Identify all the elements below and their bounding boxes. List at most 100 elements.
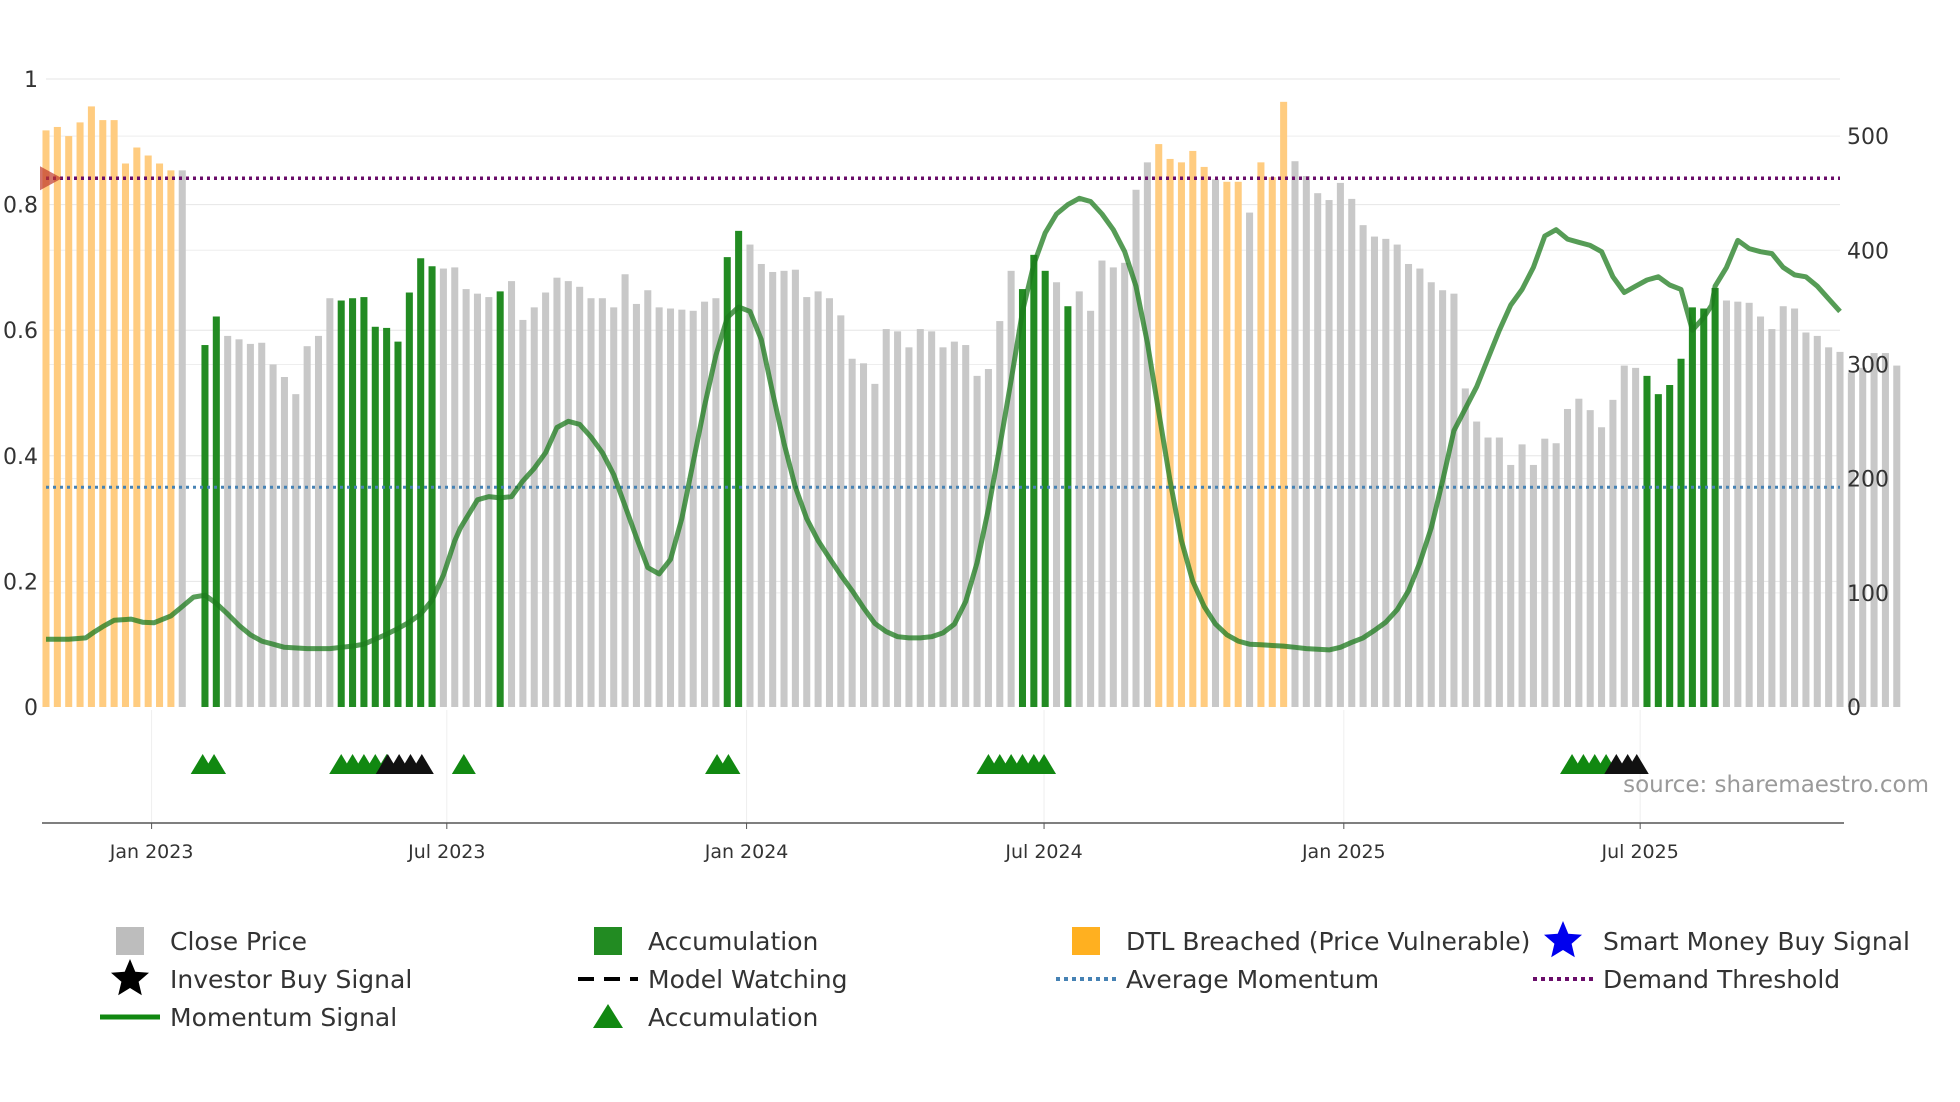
left-tick-label-0: 0 [24, 696, 38, 721]
accumulation-bar-88 [1041, 270, 1049, 707]
right-tick-label-3: 300 [1847, 353, 1889, 378]
source-label: source: sharemaestro.com [1623, 772, 1929, 798]
close-price-bar-111 [1302, 176, 1310, 707]
legend-label-2: DTL Breached (Price Vulnerable) [1126, 927, 1530, 956]
close-price-bar-96 [1132, 189, 1140, 708]
accumulation-bar-145 [1688, 307, 1696, 707]
legend-item-9: Accumulation [593, 1003, 818, 1032]
accumulation-bar-27 [349, 298, 357, 707]
dtl-bar-99 [1166, 158, 1174, 708]
close-price-bar-17 [235, 339, 243, 707]
left-tick-label-3: 0.6 [3, 319, 38, 344]
legend-swatch-accumulation-triangle [593, 1004, 623, 1028]
close-price-bar-112 [1314, 193, 1322, 707]
accumulation-bar-29 [371, 326, 379, 707]
x-tick-label-1: Jul 2023 [407, 841, 485, 863]
close-price-bar-130 [1518, 444, 1526, 707]
legend-label-6: Average Momentum [1126, 965, 1379, 994]
close-price-bar-23 [303, 346, 311, 707]
dtl-bar-4 [87, 106, 95, 708]
left-tick-label-1: 0.2 [3, 570, 38, 595]
close-price-bar-136 [1586, 410, 1594, 707]
threshold-marker [40, 166, 62, 191]
legend-label-0: Close Price [170, 927, 307, 956]
close-price-bar-129 [1507, 464, 1515, 707]
close-price-bar-35 [439, 268, 447, 707]
close-price-bar-69 [825, 298, 833, 707]
accumulation-bar-14 [201, 345, 209, 707]
close-price-bar-21 [280, 377, 288, 707]
dtl-bar-101 [1189, 150, 1197, 707]
close-price-bar-63 [757, 263, 765, 707]
close-price-bar-116 [1359, 225, 1367, 708]
legend-swatch-dtl [1072, 927, 1100, 955]
dtl-bar-0 [42, 130, 50, 707]
close-price-bar-118 [1382, 238, 1390, 707]
close-price-bar-44 [542, 292, 550, 707]
accumulation-bar-144 [1677, 358, 1685, 707]
close-price-bar-125 [1461, 388, 1469, 707]
close-price-bar-62 [746, 244, 754, 707]
axes: 0 0.2 0.4 0.6 0.8 1 0 100 200 300 400 500 Jan 2023 Ju… [3, 68, 1889, 863]
close-price-bar-46 [564, 281, 572, 707]
close-price-bar-53 [644, 290, 652, 707]
close-price-bar-106 [1246, 212, 1254, 708]
dtl-bar-100 [1177, 162, 1185, 707]
accumulation-bar-61 [735, 230, 743, 707]
dtl-bar-1 [53, 126, 61, 707]
right-tick-label-5: 500 [1847, 125, 1889, 150]
dtl-bar-102 [1200, 166, 1208, 708]
accumulation-bar-86 [1018, 289, 1027, 707]
close-price-bar-138 [1609, 399, 1617, 707]
close-price-bar-47 [576, 286, 584, 707]
accumulation-bar-90 [1064, 306, 1072, 707]
close-price-bar-92 [1087, 310, 1095, 707]
close-price-bar-161 [1870, 353, 1878, 707]
dtl-bar-104 [1223, 181, 1231, 707]
dtl-bar-5 [99, 120, 107, 707]
close-price-bar-16 [224, 335, 232, 707]
close-price-bar-75 [894, 331, 902, 707]
close-price-bar-77 [916, 329, 924, 707]
accumulation-triangle-1 [202, 754, 227, 774]
close-price-bar-51 [621, 274, 629, 707]
close-price-bar-89 [1053, 282, 1061, 707]
legend-swatch-close-price [116, 927, 144, 955]
close-price-bar-155 [1802, 332, 1810, 707]
close-price-bar-12 [178, 170, 186, 707]
close-price-bar-124 [1450, 293, 1458, 707]
close-price-bar-68 [814, 291, 822, 707]
investor-triangle-3 [409, 754, 434, 774]
legend-item-1: Accumulation [594, 927, 818, 956]
accumulation-bar-60 [723, 257, 731, 707]
close-price-bar-128 [1495, 437, 1503, 707]
dtl-bar-10 [156, 163, 164, 707]
close-price-bar-113 [1325, 200, 1333, 708]
investor-triangle-6 [1624, 754, 1649, 774]
close-price-bar-82 [973, 375, 981, 707]
left-tick-label-2: 0.4 [3, 445, 38, 470]
dtl-bar-109 [1280, 101, 1288, 707]
dtl-bar-8 [133, 147, 141, 707]
left-tick-label-5: 1 [24, 68, 38, 93]
legend-label-4: Investor Buy Signal [170, 965, 412, 994]
dtl-bar-7 [121, 163, 130, 707]
close-price-bar-50 [610, 307, 618, 707]
legend-item-7: Demand Threshold [1533, 965, 1840, 994]
close-price-bar-158 [1836, 351, 1844, 707]
close-price-bar-154 [1791, 308, 1799, 707]
accumulation-markers [190, 754, 1649, 774]
legend-swatch-accumulation [594, 927, 622, 955]
legend-label-1: Accumulation [648, 927, 818, 956]
right-tick-label-4: 400 [1847, 239, 1889, 264]
close-price-bar-78 [928, 331, 936, 707]
close-price-bar-148 [1722, 300, 1730, 707]
close-price-bar-54 [655, 307, 663, 707]
close-price-bar-93 [1098, 260, 1106, 707]
close-price-bar-156 [1813, 335, 1821, 707]
close-price-bar-157 [1825, 347, 1833, 707]
close-price-bar-19 [258, 342, 266, 707]
close-price-bar-72 [859, 363, 868, 707]
black-star-icon [111, 959, 149, 996]
